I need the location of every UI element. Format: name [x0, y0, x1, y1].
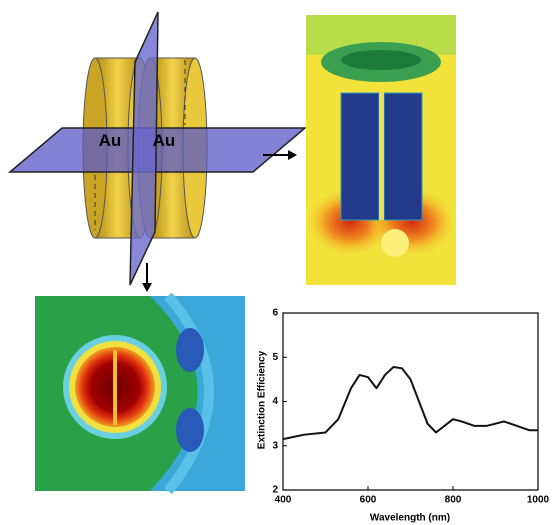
y-axis-label: Extinction Efficiency	[257, 350, 268, 449]
nanodisk-diagram: Au Au	[10, 12, 305, 292]
extinction-chart: Extinction Efficiency Wavelength (nm) 23…	[257, 308, 550, 524]
x-tick-label: 400	[275, 495, 292, 506]
y-tick-label: 5	[272, 352, 278, 363]
au-label: Au	[99, 131, 122, 150]
y-tick-label: 4	[272, 396, 278, 407]
x-tick-label: 800	[445, 495, 462, 506]
au-label: Au	[153, 131, 176, 150]
y-tick-label: 3	[272, 440, 278, 451]
field-map-top	[305, 15, 457, 285]
plot-frame	[283, 313, 538, 490]
y-tick-label: 6	[272, 308, 278, 319]
data-line	[283, 367, 538, 439]
x-axis-label: Wavelength (nm)	[370, 513, 450, 524]
x-tick-label: 1000	[527, 495, 550, 506]
figure: Au Au Extinction Efficiency Wavelength (…	[0, 0, 552, 525]
x-tick-label: 600	[360, 495, 377, 506]
field-map-bottom	[35, 296, 245, 491]
